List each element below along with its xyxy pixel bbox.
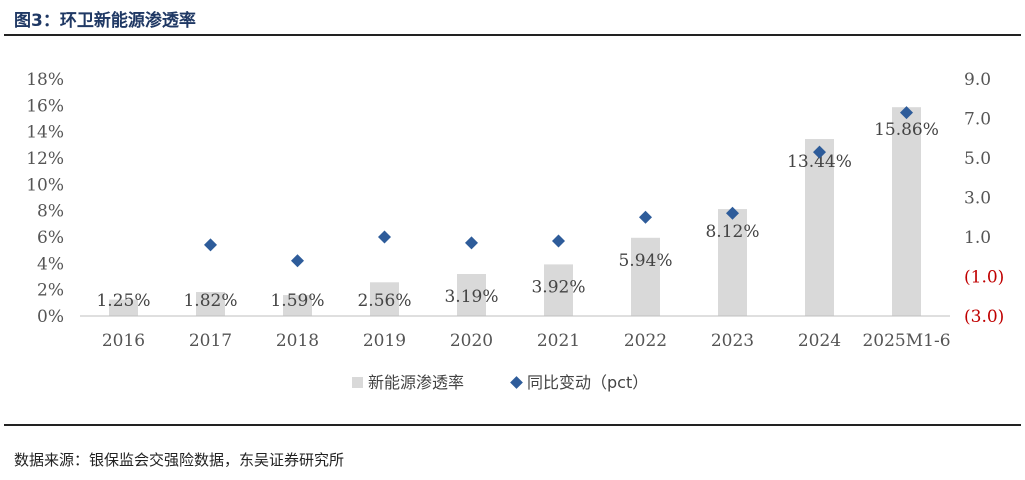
right-axis: (3.0) (1.0) 1.0 3.0 5.0 7.0 9.0 [964, 70, 1004, 327]
bar-data-label: 3.19% [444, 287, 498, 307]
yoy-marker [204, 238, 217, 252]
right-tick-label: 5.0 [964, 149, 991, 169]
right-tick-label: 9.0 [964, 70, 991, 90]
legend: 新能源渗透率 同比变动（pct） [352, 373, 648, 392]
right-tick-label: 3.0 [964, 189, 991, 209]
bar [805, 139, 834, 316]
left-tick-label: 2% [37, 281, 64, 301]
bar [544, 264, 573, 316]
bar [109, 299, 138, 316]
left-tick-label: 8% [37, 202, 64, 222]
bar [283, 295, 312, 316]
right-tick-label: 7.0 [964, 110, 991, 130]
x-tick-label: 2017 [189, 331, 232, 351]
yoy-marker [726, 206, 739, 220]
right-tick-label: (1.0) [964, 268, 1004, 288]
legend-bar-label: 新能源渗透率 [368, 373, 464, 392]
right-tick-label: 1.0 [964, 228, 991, 248]
x-tick-label: 2025M1-6 [862, 331, 950, 351]
yoy-marker [291, 254, 304, 268]
bar-data-label: 13.44% [787, 152, 852, 172]
bar-data-label: 1.25% [96, 291, 150, 311]
legend-bar-swatch [352, 377, 363, 388]
bar-data-label: 5.94% [618, 251, 672, 271]
left-tick-label: 12% [26, 149, 64, 169]
yoy-marker [813, 145, 826, 159]
source-note: 数据来源：银保监会交强险数据，东吴证券研究所 [14, 451, 345, 469]
x-tick-label: 2019 [363, 331, 406, 351]
left-tick-label: 4% [37, 254, 64, 274]
yoy-marker [552, 234, 565, 248]
x-tick-label: 2018 [276, 331, 319, 351]
left-tick-label: 14% [26, 123, 64, 143]
bar [631, 237, 660, 316]
legend-marker-label: 同比变动（pct） [527, 373, 648, 392]
yoy-marker [378, 230, 391, 244]
bar [196, 292, 225, 316]
bar-data-label: 1.59% [270, 291, 324, 311]
yoy-marker [465, 236, 478, 250]
x-axis: 2016 2017 2018 2019 2020 2021 2022 2023 2024 2025… [102, 331, 951, 351]
chart: 0% 2% 4% 6% 8% 10% 12% 14% 16% 18% (3.0) (1.0) 1.0 3… [26, 70, 1004, 392]
left-tick-label: 16% [26, 96, 64, 116]
left-tick-label: 18% [26, 70, 64, 90]
left-axis: 0% 2% 4% 6% 8% 10% 12% 14% 16% 18% [26, 70, 64, 327]
bar [370, 282, 399, 316]
x-tick-label: 2016 [102, 331, 145, 351]
bar-data-label: 3.92% [531, 277, 585, 297]
left-tick-label: 10% [26, 175, 64, 195]
x-tick-label: 2024 [798, 331, 841, 351]
yoy-marker [639, 210, 652, 224]
x-tick-label: 2023 [711, 331, 754, 351]
left-tick-label: 0% [37, 307, 64, 327]
x-tick-label: 2020 [450, 331, 493, 351]
bar [457, 273, 486, 316]
legend-marker-swatch [510, 376, 523, 389]
figure-title: 图3：环卫新能源渗透率 [14, 11, 196, 31]
bottom-rule [4, 424, 1021, 426]
bar-data-label: 8.12% [705, 222, 759, 242]
bar-series: 1.25% 1.82% 1.59% 2.56% 3.19% 3.92% 5.94% 8.12%… [96, 107, 939, 316]
x-tick-label: 2022 [624, 331, 667, 351]
bar [892, 107, 921, 316]
left-tick-label: 6% [37, 228, 64, 248]
bar-data-label: 1.82% [183, 291, 237, 311]
bar-data-label: 2.56% [357, 291, 411, 311]
x-tick-label: 2021 [537, 331, 580, 351]
bar-data-label: 15.86% [874, 120, 939, 140]
right-tick-label: (3.0) [964, 307, 1004, 327]
marker-series [204, 106, 913, 268]
yoy-marker [900, 106, 913, 120]
top-rule [4, 34, 1021, 36]
bar [718, 209, 747, 316]
